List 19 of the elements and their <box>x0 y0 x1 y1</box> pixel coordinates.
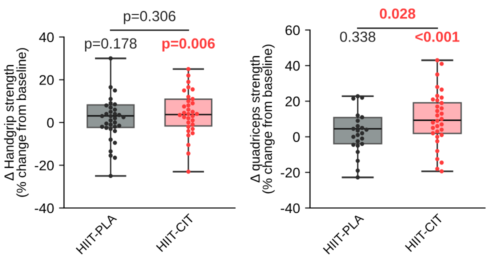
y-tick-label: -40 <box>280 203 300 214</box>
annotation: p=0.006 <box>162 38 215 52</box>
y-tick-label: 20 <box>286 96 300 106</box>
y-axis-title: Δ quadriceps strength (% change from baseline) <box>250 44 275 194</box>
y-tick-label: 40 <box>39 32 54 42</box>
y-tick-label: 0 <box>47 118 54 128</box>
annotation: <0.001 <box>415 32 460 42</box>
annotation: 0.338 <box>340 32 376 42</box>
y-tick-label: -20 <box>34 160 54 170</box>
text: p=0.306 <box>124 10 176 24</box>
text: 0.028 <box>380 8 416 19</box>
y-tick-label: -40 <box>34 203 54 214</box>
y-axis-title: Δ Handgrip strength (% change from baseline) <box>4 48 29 197</box>
y-tick-label: -20 <box>280 168 300 178</box>
y-tick-label: 20 <box>40 75 54 85</box>
y-tick-label: 0 <box>293 132 300 142</box>
y-tick-label: 40 <box>285 60 300 71</box>
annotation: p=0.178 <box>85 38 137 52</box>
y-tick-label: 60 <box>286 25 300 36</box>
